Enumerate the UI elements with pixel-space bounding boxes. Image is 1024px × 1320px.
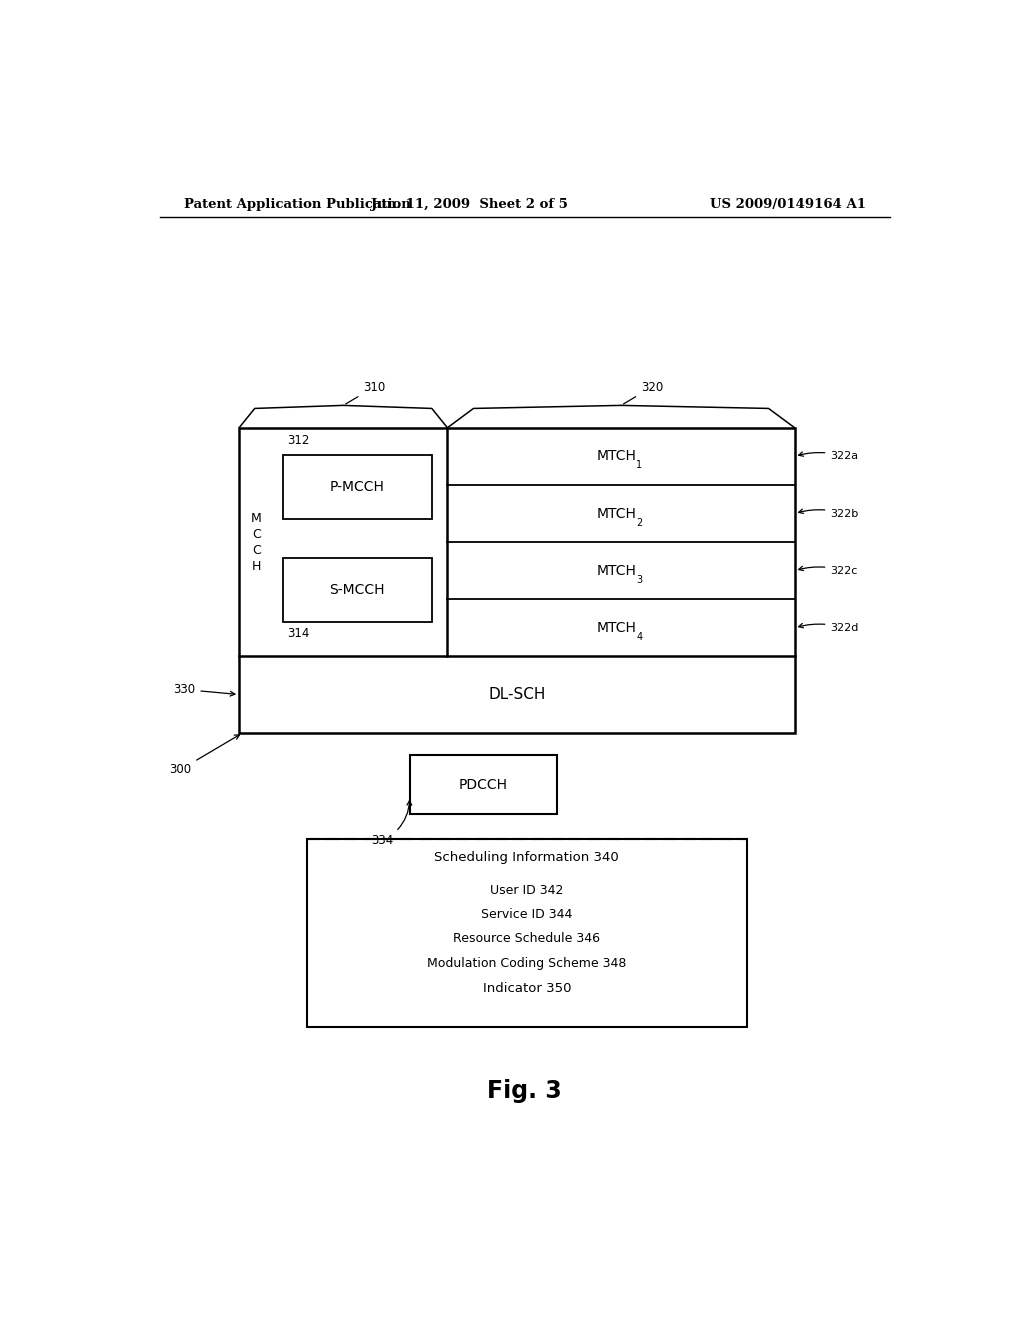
Text: 322a: 322a bbox=[799, 451, 858, 461]
Text: 3: 3 bbox=[636, 574, 642, 585]
Bar bbox=[283, 455, 431, 519]
Text: 320: 320 bbox=[624, 380, 664, 404]
Text: 322c: 322c bbox=[799, 566, 858, 576]
Text: 330: 330 bbox=[173, 682, 234, 696]
Text: User ID 342: User ID 342 bbox=[490, 883, 563, 896]
Text: MTCH: MTCH bbox=[597, 507, 637, 520]
Text: 312: 312 bbox=[287, 434, 309, 447]
Text: PDCCH: PDCCH bbox=[459, 777, 508, 792]
Text: P-MCCH: P-MCCH bbox=[330, 480, 385, 494]
Text: 322b: 322b bbox=[799, 508, 858, 519]
Text: 1: 1 bbox=[636, 461, 642, 470]
Text: 300: 300 bbox=[169, 735, 240, 776]
Text: 314: 314 bbox=[287, 627, 309, 640]
Text: 310: 310 bbox=[346, 380, 385, 404]
Bar bbox=[283, 558, 431, 622]
Bar bbox=[240, 428, 795, 733]
Text: MTCH: MTCH bbox=[597, 620, 637, 635]
Text: 322d: 322d bbox=[799, 623, 859, 632]
Text: Scheduling Information 340: Scheduling Information 340 bbox=[434, 851, 620, 865]
Text: US 2009/0149164 A1: US 2009/0149164 A1 bbox=[710, 198, 866, 211]
Text: S-MCCH: S-MCCH bbox=[330, 583, 385, 597]
Text: MTCH: MTCH bbox=[597, 449, 637, 463]
Text: Indicator 350: Indicator 350 bbox=[482, 982, 571, 995]
Text: 4: 4 bbox=[636, 632, 642, 642]
Text: Resource Schedule 346: Resource Schedule 346 bbox=[454, 932, 600, 945]
Text: Jun. 11, 2009  Sheet 2 of 5: Jun. 11, 2009 Sheet 2 of 5 bbox=[371, 198, 567, 211]
Text: M
C
C
H: M C C H bbox=[251, 512, 262, 573]
Text: Service ID 344: Service ID 344 bbox=[481, 908, 572, 921]
Text: 334: 334 bbox=[372, 800, 412, 847]
Text: Fig. 3: Fig. 3 bbox=[487, 1080, 562, 1104]
Text: MTCH: MTCH bbox=[597, 564, 637, 578]
Text: 2: 2 bbox=[636, 517, 642, 528]
Bar bbox=[306, 840, 748, 1027]
Bar bbox=[410, 755, 557, 814]
Text: Modulation Coding Scheme 348: Modulation Coding Scheme 348 bbox=[427, 957, 627, 970]
Text: DL-SCH: DL-SCH bbox=[488, 686, 546, 702]
Text: Patent Application Publication: Patent Application Publication bbox=[183, 198, 411, 211]
